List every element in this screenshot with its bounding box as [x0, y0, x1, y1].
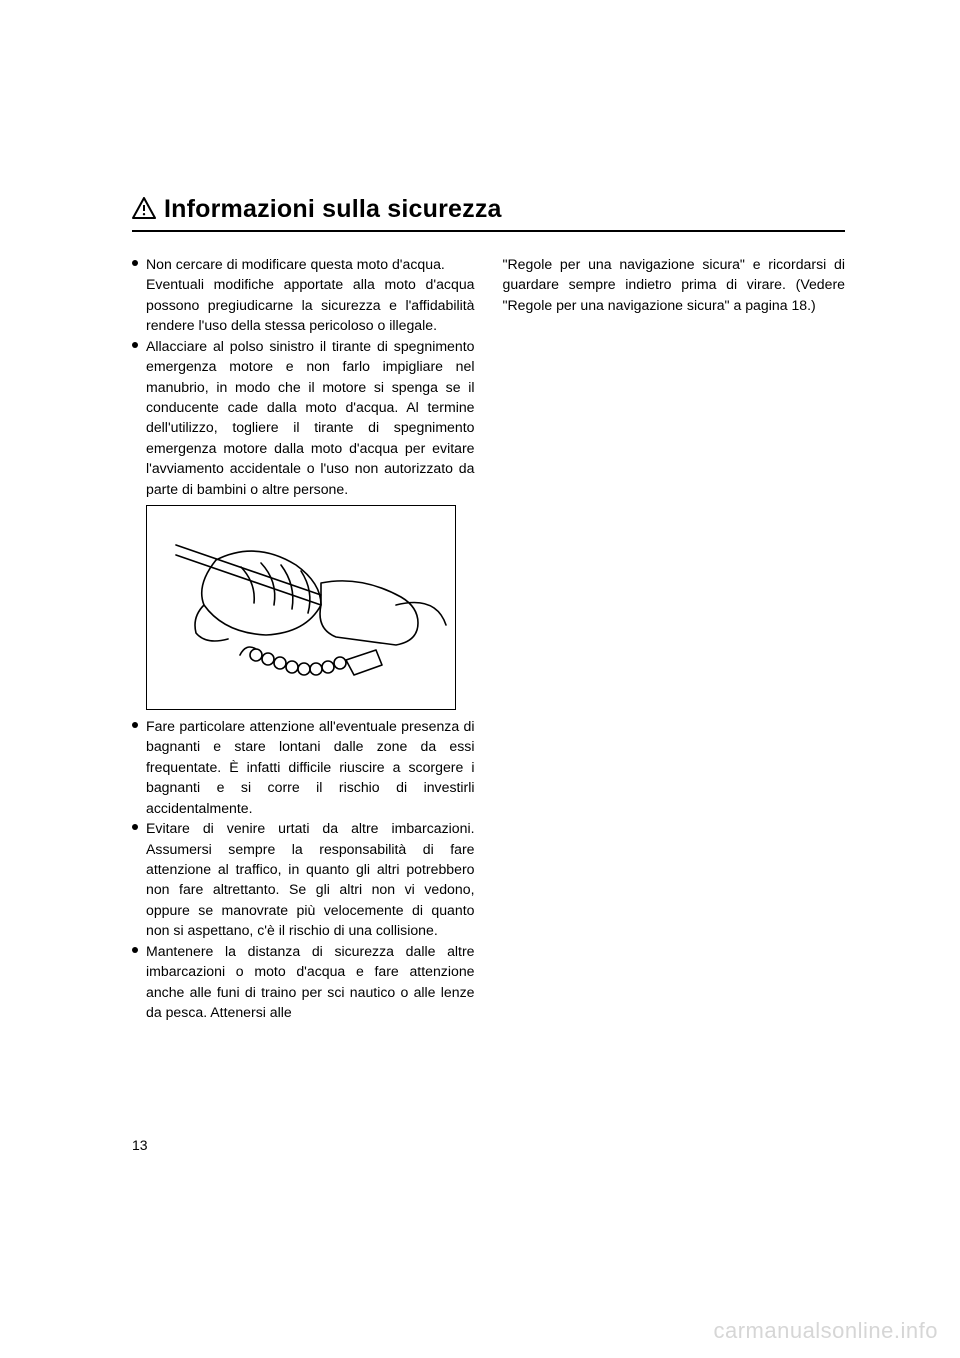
bullet-text: Fare particolare attenzione all'eventual…: [146, 716, 475, 818]
section-title: Informazioni sulla sicurezza: [164, 195, 502, 224]
bullet-text: Non cercare di modificare questa moto d'…: [146, 254, 475, 274]
bullet-icon: [132, 941, 146, 1023]
section-header: Informazioni sulla sicurezza: [132, 195, 845, 232]
bullet-icon: [132, 336, 146, 499]
bullet-text: Mantenere la distanza di sicurezza dalle…: [146, 941, 475, 1023]
bullet-text: Allacciare al polso sinistro il tirante …: [146, 336, 475, 499]
bullet-item: Evitare di venire urtati da altre imbarc…: [132, 818, 475, 941]
bullet-continuation: Eventuali modifiche apportate alla moto …: [146, 274, 475, 335]
content-columns: Non cercare di modificare questa moto d'…: [132, 254, 845, 1022]
wrist-lanyard-illustration: [146, 505, 456, 710]
column-left: Non cercare di modificare questa moto d'…: [132, 254, 475, 1022]
bullet-icon: [132, 254, 146, 274]
bullet-item: Fare particolare attenzione all'eventual…: [132, 716, 475, 818]
column-right: "Regole per una navigazione sicura" e ri…: [503, 254, 846, 1022]
page: Informazioni sulla sicurezza Non cercare…: [0, 0, 960, 1358]
page-number: 13: [132, 1137, 148, 1153]
bullet-text: Evitare di venire urtati da altre imbarc…: [146, 818, 475, 941]
bullet-item: Mantenere la distanza di sicurezza dalle…: [132, 941, 475, 1023]
bullet-item: Allacciare al polso sinistro il tirante …: [132, 336, 475, 499]
bullet-item: Non cercare di modificare questa moto d'…: [132, 254, 475, 274]
bullet-icon: [132, 716, 146, 818]
warning-icon: [132, 197, 156, 219]
continuation-text: "Regole per una navigazione sicura" e ri…: [503, 254, 846, 315]
watermark: carmanualsonline.info: [713, 1318, 938, 1344]
bullet-icon: [132, 818, 146, 941]
